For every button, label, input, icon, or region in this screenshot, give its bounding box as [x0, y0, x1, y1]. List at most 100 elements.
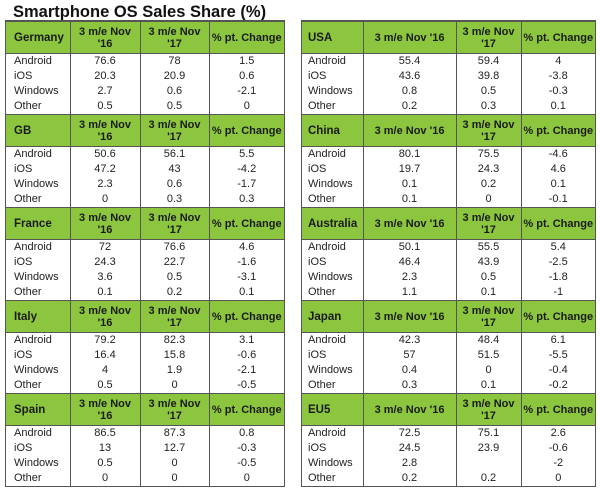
os-name: iOS [14, 70, 33, 82]
os-name: Android [308, 55, 346, 67]
value-cell: 16.4 [69, 348, 140, 363]
value-cell: 0.8 [362, 84, 456, 99]
column-header: 3 m/e Nov '17 [455, 300, 521, 333]
value-cell: -2.1 [208, 363, 284, 378]
region-name: China [302, 114, 363, 147]
value-cell: 15.8 [139, 348, 209, 363]
os-name: Windows [14, 364, 59, 376]
value-cell: 6.1 [520, 332, 595, 348]
table-row: iOS 13 12.7 -0.3 [6, 441, 284, 456]
table-row: Other 0.5 0 -0.5 [6, 378, 284, 394]
value-cell: 1.9 [139, 363, 209, 378]
os-name: Other [14, 379, 42, 391]
os-name: Other [308, 286, 336, 298]
os-name: Other [14, 286, 42, 298]
value-cell: 12.7 [139, 441, 209, 456]
table-row: Other 0 0.3 0.3 [6, 192, 284, 208]
region-name: Spain [6, 393, 70, 426]
value-cell: 0.8 [208, 425, 284, 441]
os-name: iOS [308, 442, 327, 454]
value-cell: 72.5 [362, 425, 456, 441]
os-name: Android [14, 334, 52, 346]
column-header: 3 m/e Nov '17 [139, 393, 209, 426]
value-cell: 0.1 [362, 192, 456, 208]
value-cell: 48.4 [455, 332, 521, 348]
os-name: Android [308, 241, 346, 253]
value-cell: 43.6 [362, 69, 456, 84]
table-row: Other 0.5 0.5 0 [6, 99, 284, 115]
value-cell: -1.7 [208, 177, 284, 192]
table-row: iOS 47.2 43 -4.2 [6, 162, 284, 177]
table-row: Other 0.2 0.2 0 [302, 471, 595, 487]
os-name: Other [308, 379, 336, 391]
region-name: Italy [6, 300, 70, 333]
region-name: Germany [6, 21, 70, 54]
os-name: Other [14, 193, 42, 205]
value-cell: 0 [208, 471, 284, 487]
value-cell: 20.3 [69, 69, 140, 84]
value-cell: 0.2 [139, 285, 209, 301]
left-tables: Germany 3 m/e Nov '16 3 m/e Nov '17% pt. C… [5, 20, 285, 487]
value-cell: 22.7 [139, 255, 209, 270]
column-header: 3 m/e Nov '16 [69, 300, 140, 333]
value-cell: 0.1 [520, 99, 595, 115]
value-cell: 0.3 [455, 99, 521, 115]
column-header: % pt. Change [520, 114, 595, 147]
value-cell: 50.6 [69, 146, 140, 162]
value-cell: 4.6 [520, 162, 595, 177]
value-cell: 13 [69, 441, 140, 456]
column-header: 3 m/e Nov '17 [139, 300, 209, 333]
value-cell: 39.8 [455, 69, 521, 84]
value-cell: 55.5 [455, 239, 521, 255]
column-header: % pt. Change [520, 300, 595, 333]
os-name: Other [308, 100, 336, 112]
value-cell: -1.6 [208, 255, 284, 270]
os-name: Android [308, 148, 346, 160]
region-name: USA [302, 21, 363, 54]
os-name: Other [302, 471, 363, 487]
region-name: France [6, 207, 70, 240]
value-cell: 2.8 [362, 456, 456, 471]
value-cell: 42.3 [362, 332, 456, 348]
value-cell: 78 [139, 53, 209, 69]
os-name: iOS [14, 163, 33, 175]
value-cell: 1.1 [362, 285, 456, 301]
value-cell: -4.2 [208, 162, 284, 177]
region-header-row: USA 3 m/e Nov '16 3 m/e Nov '17% pt. Chang… [302, 21, 595, 54]
column-header: 3 m/e Nov '17 [455, 21, 521, 54]
column-header: % pt. Change [520, 21, 595, 54]
value-cell: 0.2 [362, 471, 456, 487]
value-cell: 0.5 [69, 378, 140, 394]
table-row: Android 76.6 78 1.5 [6, 53, 284, 69]
value-cell: 43.9 [455, 255, 521, 270]
column-header: % pt. Change [208, 21, 284, 54]
table-row: iOS 43.6 39.8 -3.8 [302, 69, 595, 84]
value-cell: 75.5 [455, 146, 521, 162]
value-cell: 0.5 [69, 456, 140, 471]
value-cell: 87.3 [139, 425, 209, 441]
value-cell: 24.5 [362, 441, 456, 456]
table-row: Android 55.4 59.4 4 [302, 53, 595, 69]
table-row: Windows 0.8 0.5 -0.3 [302, 84, 595, 99]
value-cell: -0.3 [520, 84, 595, 99]
os-name: Android [14, 55, 52, 67]
table-row: Android 72 76.6 4.6 [6, 239, 284, 255]
os-name: Android [14, 241, 52, 253]
value-cell: -4.6 [520, 146, 595, 162]
column-header: % pt. Change [208, 300, 284, 333]
region-header-row: Germany 3 m/e Nov '16 3 m/e Nov '17% pt. C… [6, 21, 284, 54]
region-header-row: China 3 m/e Nov '16 3 m/e Nov '17% pt. Cha… [302, 114, 595, 147]
value-cell: 19.7 [362, 162, 456, 177]
value-cell: 0 [69, 471, 140, 487]
value-cell: 57 [362, 348, 456, 363]
region-name: Australia [302, 207, 363, 240]
value-cell: 0.2 [455, 177, 521, 192]
value-cell: 0.6 [139, 84, 209, 99]
os-name: Windows [308, 271, 353, 283]
os-name: iOS [308, 349, 327, 361]
value-cell: 4 [520, 53, 595, 69]
column-header: % pt. Change [208, 207, 284, 240]
value-cell: 0.4 [362, 363, 456, 378]
value-cell: 59.4 [455, 53, 521, 69]
value-cell: 0.5 [455, 84, 521, 99]
